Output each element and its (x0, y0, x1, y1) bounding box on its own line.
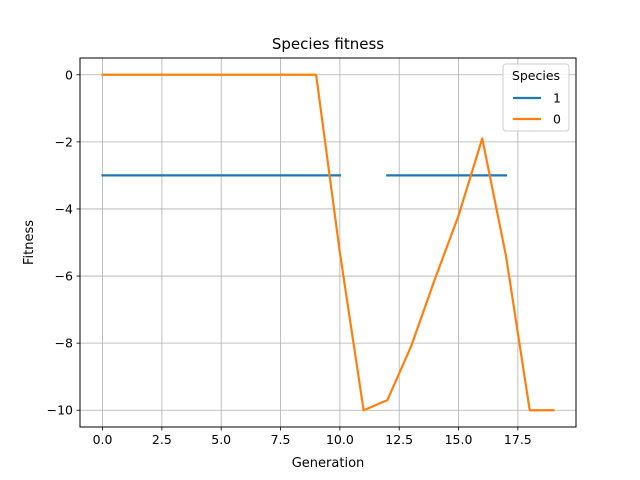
y-tick-label: −6 (55, 269, 73, 284)
x-tick-label: 17.5 (504, 432, 532, 447)
x-tick-label: 15.0 (445, 432, 473, 447)
y-tick-label: 0 (65, 67, 73, 82)
y-tick-label: −8 (55, 336, 73, 351)
series-layer (101, 73, 555, 412)
y-axis-label: Fitness (22, 220, 37, 265)
legend-title: Species (512, 68, 560, 83)
legend-entries: 10 (513, 91, 561, 127)
series-line (101, 73, 555, 412)
legend-label: 0 (553, 112, 561, 127)
x-tick-label: 10.0 (326, 432, 354, 447)
y-tick-label: −10 (47, 403, 73, 418)
legend: Species 10 (502, 63, 570, 132)
legend-label: 1 (553, 91, 561, 106)
y-tick-label: −4 (55, 201, 73, 216)
x-tick-label: 2.5 (152, 432, 172, 447)
chart-title: Species fitness (272, 35, 384, 53)
x-axis-label: Generation (292, 456, 365, 471)
ticks: 0.0 2.5 5.0 7.5 10.0 12.5 15.0 17.5 0 −2 −4 −6 −8 −10 (47, 67, 532, 447)
x-tick-label: 7.5 (271, 432, 291, 447)
x-tick-label: 0.0 (93, 432, 113, 447)
x-tick-label: 5.0 (211, 432, 231, 447)
y-tick-label: −2 (55, 134, 73, 149)
x-tick-label: 12.5 (385, 432, 413, 447)
plot-frame (79, 57, 577, 428)
series-0 (101, 73, 555, 412)
